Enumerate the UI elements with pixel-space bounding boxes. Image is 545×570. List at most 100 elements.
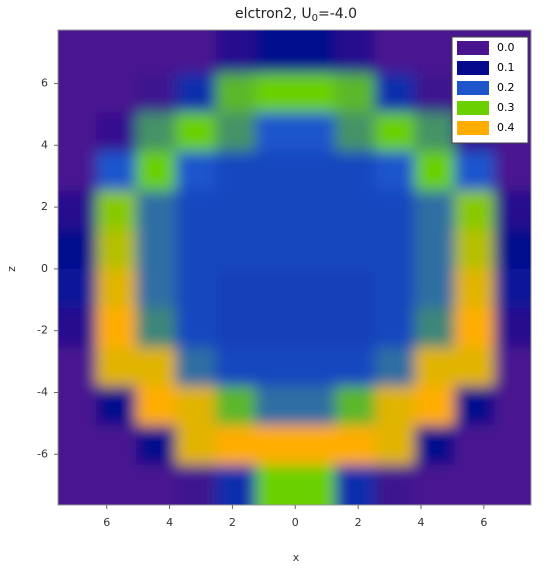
heat-cell <box>374 190 416 231</box>
heat-cell <box>58 425 97 466</box>
heat-cell <box>295 112 336 153</box>
heat-cell <box>255 268 296 309</box>
heat-cell <box>374 347 416 387</box>
heat-cell <box>454 464 495 505</box>
heat-cell <box>215 425 257 466</box>
heat-cell <box>494 307 531 348</box>
heat-cell <box>454 151 495 192</box>
heat-cell <box>335 30 376 74</box>
heat-cell <box>136 112 177 153</box>
heat-cell <box>96 30 137 74</box>
heat-cell <box>454 347 495 387</box>
heat-cell <box>454 386 495 426</box>
legend-label: 0.1 <box>497 61 515 74</box>
heat-cell <box>175 464 217 505</box>
y-axis-label: z <box>5 266 18 272</box>
title-sub: 0 <box>312 13 318 24</box>
x-tick-label: 0 <box>292 516 299 529</box>
legend-label: 0.3 <box>497 101 515 114</box>
legend-label: 0.0 <box>497 41 515 54</box>
heat-cell <box>494 190 531 231</box>
heat-cell <box>374 30 416 74</box>
heat-cell <box>175 386 217 426</box>
heat-cell <box>96 347 137 387</box>
heat-cell <box>96 464 137 505</box>
heat-cell <box>215 386 257 426</box>
heat-cell <box>58 268 97 309</box>
heat-cell <box>96 190 137 231</box>
heat-cell <box>255 464 296 505</box>
heat-cell <box>414 425 455 466</box>
heat-cell <box>215 229 257 270</box>
heat-cell <box>295 425 336 466</box>
heat-cell <box>295 268 336 309</box>
heat-cell <box>374 307 416 348</box>
y-tick-label: -6 <box>37 447 48 460</box>
heat-cell <box>255 347 296 387</box>
heat-cell <box>335 464 376 505</box>
heat-cell <box>96 73 137 113</box>
heat-cell <box>295 347 336 387</box>
heat-cell <box>255 307 296 348</box>
heat-cell <box>454 190 495 231</box>
heat-cell <box>335 151 376 192</box>
heat-cell <box>414 268 455 309</box>
x-tick-label: 2 <box>355 516 362 529</box>
heat-cell <box>58 347 97 387</box>
heat-cell <box>454 425 495 466</box>
x-tick-label: 6 <box>103 516 110 529</box>
heat-cell <box>295 229 336 270</box>
heat-cell <box>374 151 416 192</box>
heat-cell <box>255 151 296 192</box>
heat-cell <box>335 386 376 426</box>
heat-cell <box>295 386 336 426</box>
heat-cell <box>414 229 455 270</box>
heat-cell <box>96 268 137 309</box>
heat-cell <box>215 190 257 231</box>
legend-swatch <box>457 41 489 55</box>
heat-cell <box>414 464 455 505</box>
heat-cell <box>58 112 97 153</box>
y-tick-label: 4 <box>41 138 48 151</box>
x-tick-label: 6 <box>480 516 487 529</box>
heat-cell <box>255 190 296 231</box>
heat-cell <box>335 229 376 270</box>
heat-cell <box>335 307 376 348</box>
heat-cell <box>414 347 455 387</box>
heat-cell <box>374 112 416 153</box>
heat-cell <box>374 386 416 426</box>
heat-cell <box>494 386 531 426</box>
heat-cell <box>175 229 217 270</box>
y-tick-label: 2 <box>41 200 48 213</box>
heat-cell <box>215 30 257 74</box>
heat-cell <box>255 229 296 270</box>
heat-cell <box>454 307 495 348</box>
legend-swatch <box>457 81 489 95</box>
legend-swatch <box>457 101 489 115</box>
heat-cell <box>215 112 257 153</box>
heat-cell <box>454 268 495 309</box>
plot-frame <box>57 29 532 506</box>
heat-cell <box>374 73 416 113</box>
heat-cell <box>136 190 177 231</box>
heat-cell <box>295 464 336 505</box>
heat-cell <box>374 425 416 466</box>
heat-cell <box>255 73 296 113</box>
heat-cell <box>136 347 177 387</box>
heat-cell <box>414 190 455 231</box>
x-axis-label: x <box>293 551 300 564</box>
heat-cell <box>374 229 416 270</box>
heatmap <box>58 30 531 505</box>
heat-cell <box>175 347 217 387</box>
x-tick-label: 4 <box>418 516 425 529</box>
heat-cell <box>136 307 177 348</box>
heat-cell <box>96 386 137 426</box>
heat-cell <box>215 464 257 505</box>
heat-cell <box>374 268 416 309</box>
heat-cell <box>58 30 97 74</box>
heat-cell <box>175 30 217 74</box>
heat-cell <box>295 73 336 113</box>
legend-label: 0.4 <box>497 121 515 134</box>
heat-cell <box>255 425 296 466</box>
heat-cell <box>58 386 97 426</box>
